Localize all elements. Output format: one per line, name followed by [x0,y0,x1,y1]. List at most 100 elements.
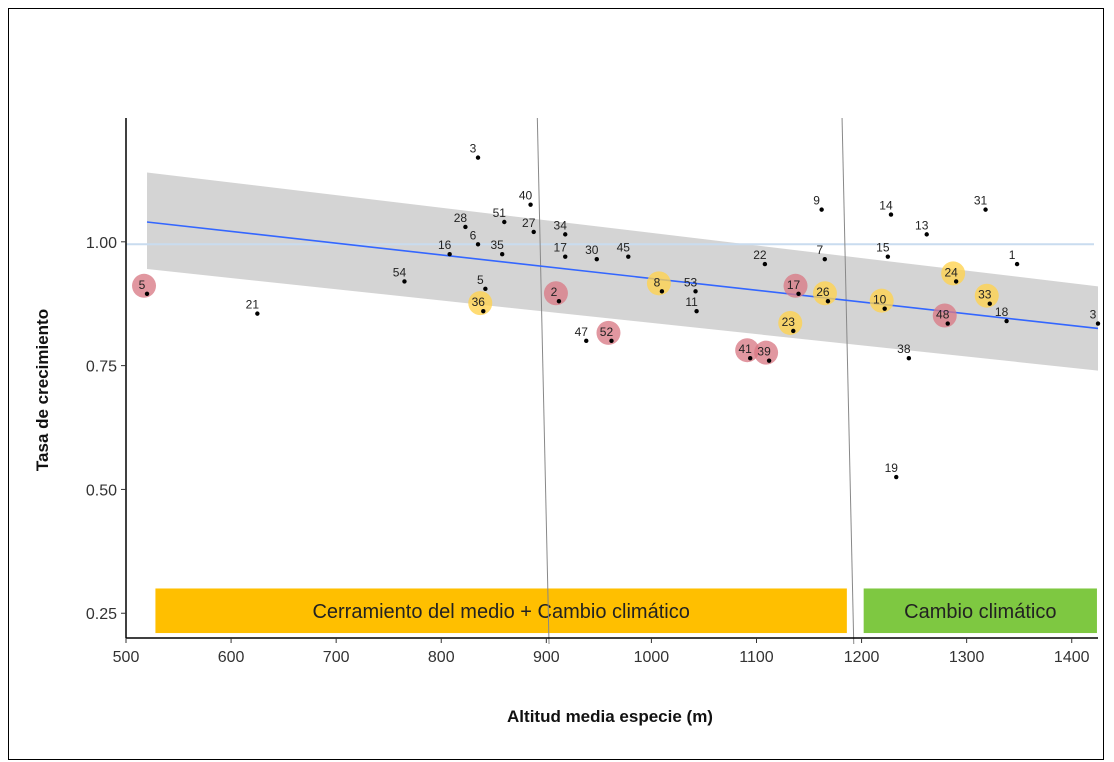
y-tick-label-1: 0.25 [86,606,117,623]
point-label-3: 54 [393,265,407,279]
data-point-29 [822,256,827,262]
x-tick-label-10: 1400 [1054,649,1090,666]
y-tick-label-2: 0.50 [86,482,117,499]
highlight-circle-20 [596,320,621,345]
data-point-20 [609,338,614,344]
x-tick-label-4: 800 [428,649,455,666]
highlight-circle-16 [543,281,568,306]
data-point-33 [885,254,891,259]
point-label-23: 11 [685,295,698,309]
highlight-circle-38 [941,261,966,286]
zone-box-1 [155,588,847,634]
zone-label-2: Cambio climático [904,601,1056,623]
point-label-15: 17 [554,241,568,255]
y-tick-label-4: 1.00 [86,235,117,252]
y-axis-title: Tasa de crecimiento [33,309,52,471]
point-label-30: 26 [816,285,830,299]
point-label-7: 3 [470,142,477,156]
data-point-27 [796,291,801,297]
point-label-44: 3 [1090,308,1097,322]
point-label-39: 48 [936,308,950,322]
data-point-2 [255,311,260,316]
point-label-21: 8 [654,275,661,289]
point-label-37: 19 [885,461,899,475]
data-point-5 [463,224,468,230]
point-label-14: 34 [554,218,568,232]
data-point-11 [502,219,507,225]
x-tick-label-5: 900 [533,649,560,666]
point-label-20: 52 [600,325,614,339]
point-label-9: 36 [472,295,486,309]
point-label-43: 18 [995,305,1009,319]
point-label-13: 27 [522,216,536,230]
data-point-24 [762,261,768,267]
zone-label-1: Cerramiento del medio + Cambio climático [312,601,689,623]
point-label-8: 5 [477,273,484,287]
point-label-32: 14 [879,199,893,213]
point-label-27: 17 [787,278,801,292]
data-point-30 [825,299,831,304]
point-label-19: 47 [575,325,589,339]
point-label-26: 39 [757,345,771,359]
highlight-circle-21 [646,271,671,296]
data-point-32 [888,212,894,217]
point-label-28: 9 [813,194,820,208]
x-tick-label-2: 600 [218,649,245,666]
point-label-40: 31 [974,194,988,208]
point-label-6: 6 [470,228,477,242]
vertical-divider-2 [841,117,855,645]
data-point-41 [987,301,992,306]
highlight-circle-41 [974,283,999,308]
data-point-19 [584,338,589,344]
vertical-divider-1 [536,117,550,645]
highlight-circle-27 [783,273,808,298]
data-point-35 [924,232,929,237]
point-label-2: 21 [246,298,260,312]
point-label-42: 1 [1009,248,1016,262]
data-point-15 [563,254,568,259]
point-label-4: 16 [438,238,452,252]
data-point-10 [499,251,505,257]
point-label-41: 33 [978,288,992,302]
data-point-12 [528,202,533,207]
point-label-18: 45 [617,241,631,255]
data-point-3 [402,279,407,284]
data-point-34 [882,306,887,311]
data-point-14 [563,232,568,237]
data-point-38 [953,279,959,284]
data-point-8 [483,286,488,292]
x-tick-label-7: 1100 [739,649,774,666]
data-point-23 [694,308,699,314]
highlight-circle-31 [778,310,803,335]
point-label-11: 51 [493,206,507,220]
data-point-39 [945,321,950,326]
x-tick-label-9: 1300 [949,649,985,666]
point-label-10: 35 [491,238,505,252]
reference-lines-layer [126,117,1094,645]
point-label-12: 40 [519,189,533,203]
point-label-22: 53 [684,275,698,289]
x-tick-label-6: 1000 [634,649,670,666]
data-point-28 [819,207,824,212]
point-label-25: 41 [739,342,753,356]
zone-annotations: Cerramiento del medio + Cambio climático… [155,588,1097,634]
x-tick-label-8: 1200 [844,649,880,666]
data-point-18 [626,254,631,259]
x-tick-label-3: 700 [323,649,350,666]
highlight-circle-30 [812,281,837,306]
highlight-circle-9 [468,291,493,316]
point-label-1: 5 [139,278,146,292]
highlight-circle-25 [735,338,760,363]
data-point-21 [659,289,665,294]
point-label-38: 24 [944,265,958,279]
confidence-band [147,172,1098,371]
data-point-9 [481,308,486,314]
highlight-circle-26 [754,340,779,365]
x-axis-title: Altitud media especie (m) [507,707,713,726]
axes-layer: 500 600 700 800 900 1000 1100 1200 1300 1400 0.25 0… [86,118,1098,666]
data-point-40 [983,207,988,212]
data-point-22 [693,289,698,294]
point-label-29: 7 [816,243,823,257]
point-label-35: 13 [915,218,929,232]
point-label-16: 2 [551,285,558,299]
